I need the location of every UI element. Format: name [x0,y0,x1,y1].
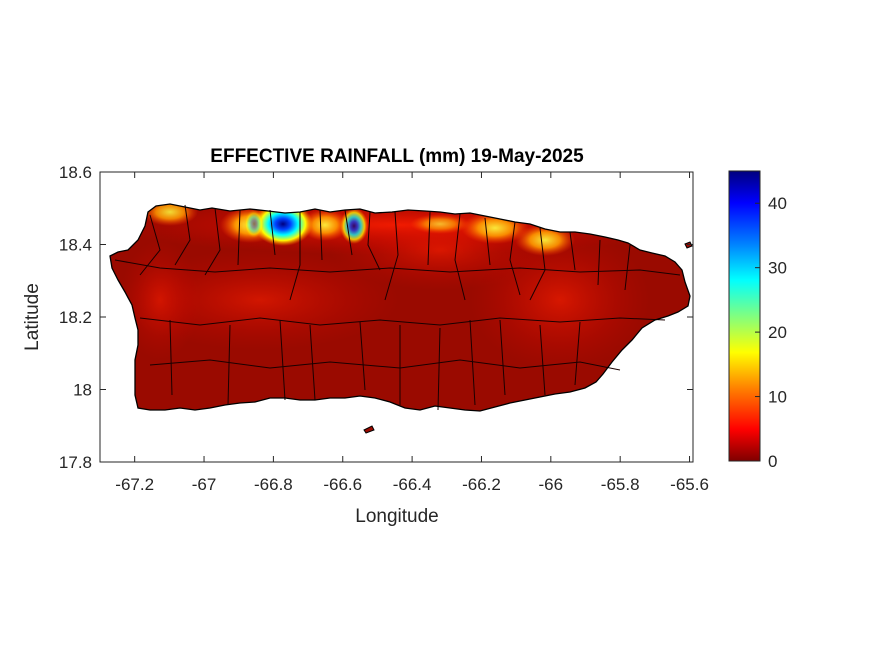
colorbar-tick-label: 0 [768,452,777,471]
colorbar-tick-label: 10 [768,388,787,407]
y-tick-label: 18.2 [59,308,92,327]
x-tick-label: -67 [192,475,217,494]
x-tick-label: -67.2 [115,475,154,494]
colorbar: 40 30 20 10 0 [728,170,787,471]
y-tick-label: 18.4 [59,236,92,255]
colorbar-tick-label: 40 [768,194,787,213]
caja-de-muertos-islet [363,425,375,434]
colorbar-tick-label: 30 [768,259,787,278]
rainfall-field [110,204,690,370]
y-axis-label: Latitude [22,283,43,351]
y-tick-label: 17.8 [59,453,92,472]
x-tick-label: -66 [539,475,564,494]
x-axis-label: Longitude [355,506,438,527]
x-tick-label: -66.4 [393,475,432,494]
y-tick-label: 18 [73,381,92,400]
y-tick-label: 18.6 [59,163,92,182]
x-tick-label: -66.6 [323,475,362,494]
x-tick-label: -66.8 [254,475,293,494]
colorbar-tick-label: 20 [768,323,787,342]
x-tick-label: -66.2 [462,475,501,494]
x-tick-label: -65.8 [601,475,640,494]
municipal-boundaries [114,204,681,411]
colorbar-gradient [728,170,761,462]
x-tick-label: -65.6 [670,475,709,494]
y-axis-ticks: 18.6 18.4 18.2 18 17.8 [59,163,693,472]
colorbar-ticks: 40 30 20 10 0 [755,194,787,471]
coastline [109,203,691,412]
island-map [109,203,693,434]
map-title: EFFECTIVE RAINFALL (mm) 19-May-2025 [210,146,584,167]
x-axis-ticks: -67.2 -67 -66.8 -66.6 -66.4 -66.2 -66 -65.8 -65.… [115,172,709,494]
